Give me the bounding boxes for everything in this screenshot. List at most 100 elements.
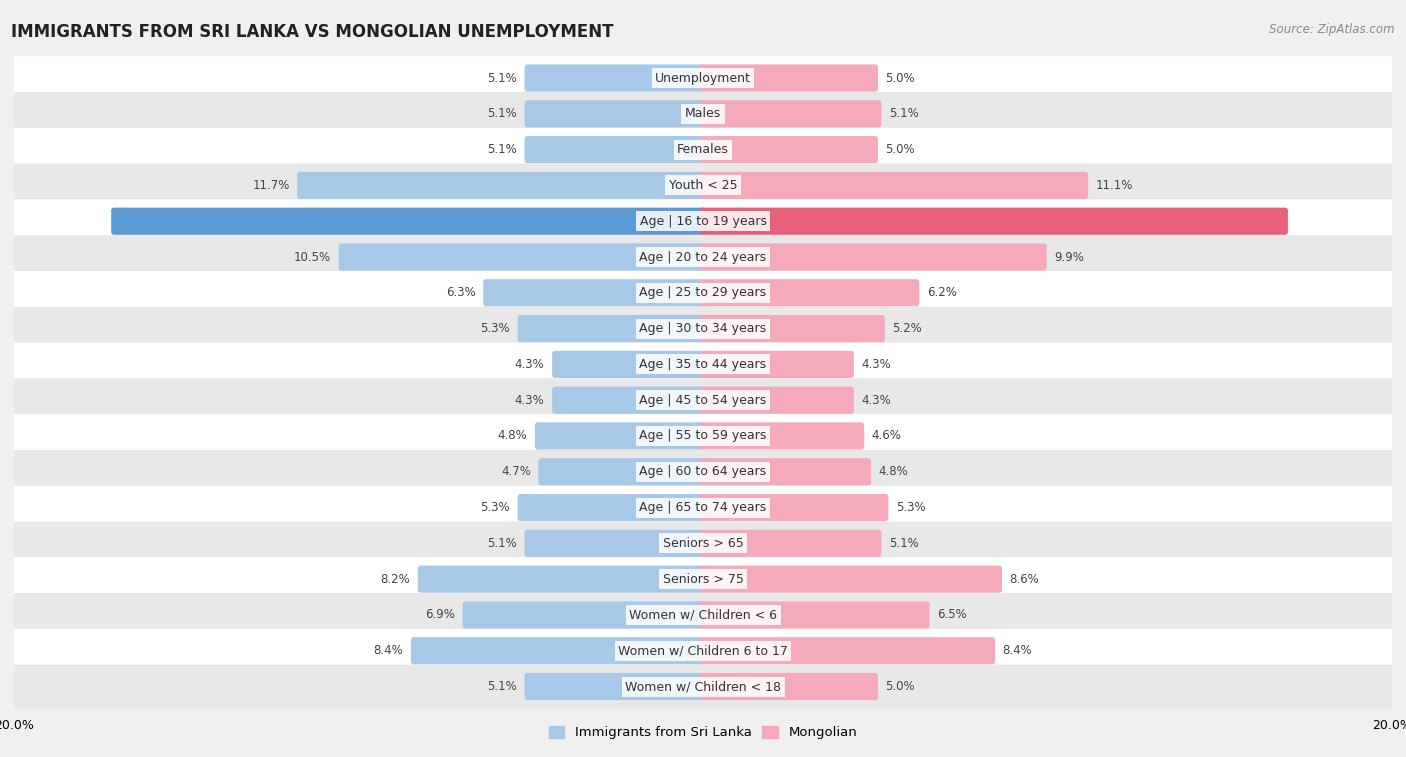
Text: 5.0%: 5.0% bbox=[886, 143, 915, 156]
Text: 4.3%: 4.3% bbox=[515, 358, 544, 371]
Text: 10.5%: 10.5% bbox=[294, 251, 330, 263]
Text: 4.3%: 4.3% bbox=[862, 358, 891, 371]
FancyBboxPatch shape bbox=[700, 172, 1088, 199]
FancyBboxPatch shape bbox=[534, 422, 706, 450]
FancyBboxPatch shape bbox=[700, 279, 920, 307]
FancyBboxPatch shape bbox=[700, 601, 929, 628]
FancyBboxPatch shape bbox=[700, 315, 884, 342]
FancyBboxPatch shape bbox=[297, 172, 706, 199]
FancyBboxPatch shape bbox=[8, 56, 1398, 100]
Legend: Immigrants from Sri Lanka, Mongolian: Immigrants from Sri Lanka, Mongolian bbox=[543, 721, 863, 744]
Text: 6.3%: 6.3% bbox=[446, 286, 475, 299]
FancyBboxPatch shape bbox=[517, 315, 706, 342]
Text: Unemployment: Unemployment bbox=[655, 72, 751, 85]
Text: Women w/ Children < 6: Women w/ Children < 6 bbox=[628, 609, 778, 621]
Text: Source: ZipAtlas.com: Source: ZipAtlas.com bbox=[1270, 23, 1395, 36]
Text: 5.3%: 5.3% bbox=[481, 501, 510, 514]
Text: 8.2%: 8.2% bbox=[381, 572, 411, 586]
FancyBboxPatch shape bbox=[700, 530, 882, 557]
Text: Age | 45 to 54 years: Age | 45 to 54 years bbox=[640, 394, 766, 407]
FancyBboxPatch shape bbox=[8, 629, 1398, 672]
FancyBboxPatch shape bbox=[700, 494, 889, 521]
Text: 5.2%: 5.2% bbox=[893, 322, 922, 335]
FancyBboxPatch shape bbox=[463, 601, 706, 628]
Text: 5.1%: 5.1% bbox=[488, 107, 517, 120]
Text: 5.3%: 5.3% bbox=[481, 322, 510, 335]
FancyBboxPatch shape bbox=[111, 207, 706, 235]
FancyBboxPatch shape bbox=[700, 422, 865, 450]
FancyBboxPatch shape bbox=[553, 387, 706, 414]
FancyBboxPatch shape bbox=[700, 64, 877, 92]
FancyBboxPatch shape bbox=[524, 530, 706, 557]
FancyBboxPatch shape bbox=[700, 207, 1288, 235]
FancyBboxPatch shape bbox=[8, 271, 1398, 315]
FancyBboxPatch shape bbox=[8, 128, 1398, 172]
Text: 8.4%: 8.4% bbox=[1002, 644, 1032, 657]
FancyBboxPatch shape bbox=[700, 244, 1047, 270]
FancyBboxPatch shape bbox=[8, 486, 1398, 529]
Text: Age | 55 to 59 years: Age | 55 to 59 years bbox=[640, 429, 766, 443]
FancyBboxPatch shape bbox=[538, 458, 706, 485]
Text: 16.9%: 16.9% bbox=[1340, 215, 1382, 228]
Text: 4.6%: 4.6% bbox=[872, 429, 901, 443]
FancyBboxPatch shape bbox=[517, 494, 706, 521]
FancyBboxPatch shape bbox=[8, 593, 1398, 637]
FancyBboxPatch shape bbox=[8, 378, 1398, 422]
Text: 5.1%: 5.1% bbox=[488, 143, 517, 156]
Text: 5.1%: 5.1% bbox=[488, 72, 517, 85]
Text: Males: Males bbox=[685, 107, 721, 120]
Text: 5.0%: 5.0% bbox=[886, 680, 915, 693]
Text: 8.4%: 8.4% bbox=[374, 644, 404, 657]
Text: Age | 35 to 44 years: Age | 35 to 44 years bbox=[640, 358, 766, 371]
Text: Age | 30 to 34 years: Age | 30 to 34 years bbox=[640, 322, 766, 335]
Text: Youth < 25: Youth < 25 bbox=[669, 179, 737, 192]
Text: Women w/ Children < 18: Women w/ Children < 18 bbox=[626, 680, 780, 693]
Text: Seniors > 75: Seniors > 75 bbox=[662, 572, 744, 586]
FancyBboxPatch shape bbox=[8, 522, 1398, 565]
Text: 5.0%: 5.0% bbox=[886, 72, 915, 85]
Text: 17.1%: 17.1% bbox=[24, 215, 65, 228]
FancyBboxPatch shape bbox=[524, 136, 706, 164]
Text: Age | 65 to 74 years: Age | 65 to 74 years bbox=[640, 501, 766, 514]
Text: 5.1%: 5.1% bbox=[889, 107, 918, 120]
Text: 4.8%: 4.8% bbox=[879, 466, 908, 478]
FancyBboxPatch shape bbox=[484, 279, 706, 307]
Text: Age | 60 to 64 years: Age | 60 to 64 years bbox=[640, 466, 766, 478]
FancyBboxPatch shape bbox=[411, 637, 706, 665]
Text: Age | 20 to 24 years: Age | 20 to 24 years bbox=[640, 251, 766, 263]
Text: 5.3%: 5.3% bbox=[896, 501, 925, 514]
Text: 6.9%: 6.9% bbox=[425, 609, 456, 621]
Text: Age | 16 to 19 years: Age | 16 to 19 years bbox=[640, 215, 766, 228]
Text: 4.8%: 4.8% bbox=[498, 429, 527, 443]
Text: Age | 25 to 29 years: Age | 25 to 29 years bbox=[640, 286, 766, 299]
Text: 5.1%: 5.1% bbox=[889, 537, 918, 550]
FancyBboxPatch shape bbox=[524, 673, 706, 700]
Text: 5.1%: 5.1% bbox=[488, 537, 517, 550]
FancyBboxPatch shape bbox=[418, 565, 706, 593]
FancyBboxPatch shape bbox=[8, 307, 1398, 350]
FancyBboxPatch shape bbox=[700, 136, 877, 164]
FancyBboxPatch shape bbox=[700, 350, 853, 378]
Text: IMMIGRANTS FROM SRI LANKA VS MONGOLIAN UNEMPLOYMENT: IMMIGRANTS FROM SRI LANKA VS MONGOLIAN U… bbox=[11, 23, 614, 41]
Text: 9.9%: 9.9% bbox=[1054, 251, 1084, 263]
FancyBboxPatch shape bbox=[700, 387, 853, 414]
FancyBboxPatch shape bbox=[700, 100, 882, 127]
Text: 4.3%: 4.3% bbox=[862, 394, 891, 407]
FancyBboxPatch shape bbox=[524, 64, 706, 92]
FancyBboxPatch shape bbox=[8, 199, 1398, 243]
Text: 11.7%: 11.7% bbox=[252, 179, 290, 192]
FancyBboxPatch shape bbox=[700, 458, 872, 485]
FancyBboxPatch shape bbox=[8, 450, 1398, 494]
Text: 5.1%: 5.1% bbox=[488, 680, 517, 693]
FancyBboxPatch shape bbox=[8, 235, 1398, 279]
Text: 11.1%: 11.1% bbox=[1095, 179, 1133, 192]
Text: Women w/ Children 6 to 17: Women w/ Children 6 to 17 bbox=[619, 644, 787, 657]
Text: Seniors > 65: Seniors > 65 bbox=[662, 537, 744, 550]
FancyBboxPatch shape bbox=[524, 100, 706, 127]
FancyBboxPatch shape bbox=[8, 343, 1398, 386]
Text: 6.2%: 6.2% bbox=[927, 286, 956, 299]
Text: 6.5%: 6.5% bbox=[938, 609, 967, 621]
FancyBboxPatch shape bbox=[339, 244, 706, 270]
FancyBboxPatch shape bbox=[8, 557, 1398, 601]
FancyBboxPatch shape bbox=[700, 673, 877, 700]
